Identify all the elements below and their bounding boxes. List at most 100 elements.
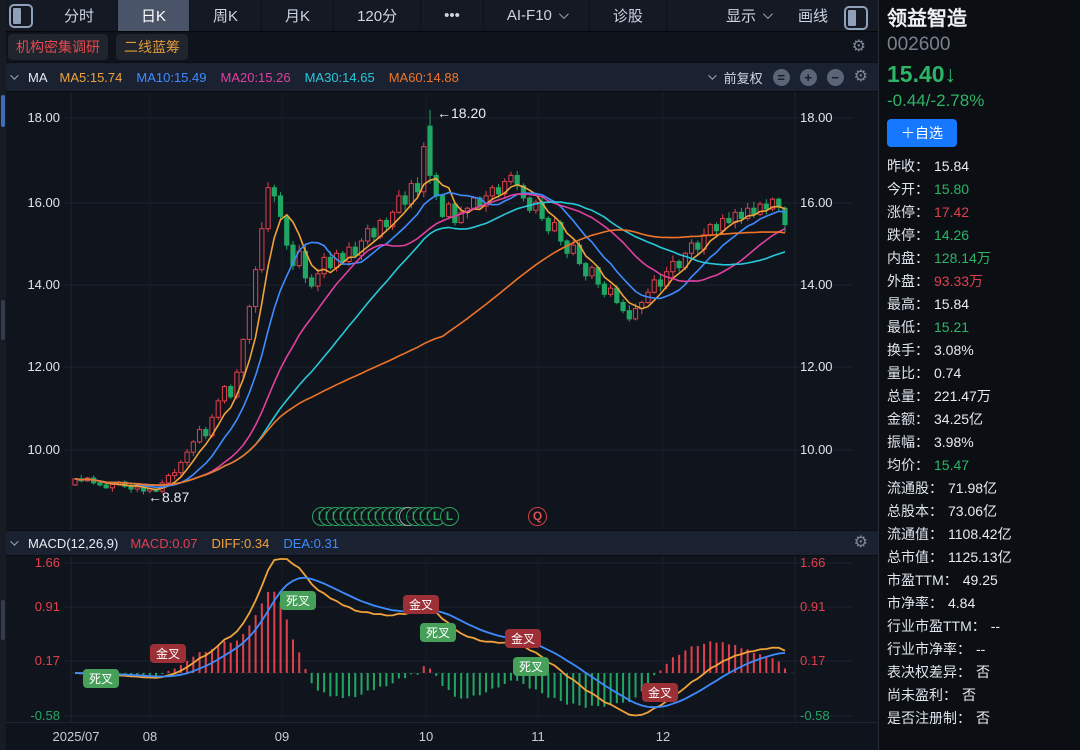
macd-cross-badge: 金叉 <box>150 644 187 663</box>
stat-row: 昨收： 15.84 <box>887 155 1080 178</box>
macd-collapse-chevron-icon[interactable] <box>10 537 19 546</box>
stock-name: 领益智造 <box>887 8 967 30</box>
stat-label: 昨收： <box>887 158 929 174</box>
chart-settings-gear-icon[interactable]: ⚙ <box>853 68 868 85</box>
stat-value: 3.08% <box>934 342 974 358</box>
stat-row: 总市值： 1125.13亿 <box>887 546 1080 569</box>
stat-label: 量比： <box>887 365 929 381</box>
toolbar-label: 显示 <box>725 8 756 25</box>
tab-120分[interactable]: 120分 <box>334 0 422 31</box>
stat-value: 15.80 <box>934 181 970 197</box>
tab-label: 周K <box>213 8 239 25</box>
tab-AI-F10[interactable]: AI-F10 <box>484 0 590 31</box>
stat-label: 行业市净率： <box>887 641 971 657</box>
event-marker[interactable]: L <box>440 507 459 526</box>
ma-bar-right-group: 前复权 = + − ⚙ <box>707 68 868 87</box>
macd-cross-badge: 死叉 <box>83 669 120 688</box>
zoom-out-icon[interactable]: − <box>826 68 844 86</box>
stat-value: 4.84 <box>948 595 976 611</box>
toolbar-right-group: 显示 画线 <box>712 0 878 31</box>
indicator-list-icon[interactable]: = <box>772 68 790 86</box>
tab-周K[interactable]: 周K <box>190 0 263 31</box>
add-watchlist-button[interactable]: ＋自选 <box>887 119 957 147</box>
stat-row: 换手： 3.08% <box>887 339 1080 362</box>
macd-cross-badge: 死叉 <box>513 657 550 676</box>
x-axis: 2025/07 08 09 10 11 12 <box>0 722 878 750</box>
stat-label: 最高： <box>887 296 929 312</box>
collapse-chevron-icon[interactable] <box>10 71 19 80</box>
ma-title: MA <box>28 69 48 85</box>
stat-value: 71.98亿 <box>948 480 998 496</box>
tab-label: 120分 <box>357 8 398 25</box>
x-axis-label: 12 <box>655 729 671 744</box>
toolbar-显示[interactable]: 显示 <box>712 5 784 26</box>
stock-code: 002600 <box>887 34 951 55</box>
settings-gear-icon[interactable]: ⚙ <box>851 38 866 55</box>
stat-row: 尚未盈利： 否 <box>887 684 1080 707</box>
tab-more[interactable]: ••• <box>421 0 484 31</box>
tab-月K[interactable]: 月K <box>262 0 335 31</box>
stat-label: 流通股： <box>887 480 943 496</box>
macd-cross-badge: 死叉 <box>280 591 317 610</box>
candlestick-plot[interactable] <box>0 92 878 530</box>
stat-label: 总量： <box>887 388 929 404</box>
tab-日K[interactable]: 日K <box>118 0 191 31</box>
macd-title: MACD(12,26,9) <box>28 535 119 551</box>
price-annotation: ←8.87 <box>148 489 190 505</box>
tab-label: AI-F10 <box>506 7 552 24</box>
toolbar-画线[interactable]: 画线 <box>784 5 842 26</box>
stat-label: 表决权差异： <box>887 664 971 680</box>
stat-row: 流通股： 71.98亿 <box>887 477 1080 500</box>
ma10-line <box>74 191 786 489</box>
stat-value: -- <box>990 618 1001 634</box>
macd-chart-panel[interactable]: 1.66 1.66 0.91 0.91 0.17 0.17 -0.58 -0.58 死叉 金叉 死叉… <box>0 556 878 722</box>
stock-tag[interactable]: 二线蓝筹 <box>116 34 188 60</box>
stat-row: 最低： 15.21 <box>887 316 1080 339</box>
chevron-down-icon <box>558 9 569 20</box>
tab-诊股[interactable]: 诊股 <box>590 0 667 31</box>
zoom-in-icon[interactable]: + <box>799 68 817 86</box>
adjust-chevron-icon[interactable] <box>707 71 717 80</box>
macd-settings-gear-icon[interactable]: ⚙ <box>853 534 868 551</box>
tab-label: 日K <box>141 8 167 25</box>
macd-cross-badge: 金叉 <box>403 595 440 614</box>
ma-value: MA60:14.88 <box>388 69 459 85</box>
stock-price: 15.40↓ <box>887 61 957 87</box>
panel-right-toggle-icon[interactable] <box>844 5 868 30</box>
stat-value: 1108.42亿 <box>948 526 1012 542</box>
stat-value: 128.14万 <box>934 250 991 266</box>
ma-values: MA5:15.74 MA10:15.49 MA20:15.26 MA30:14.65 M… <box>60 70 459 85</box>
candlestick-chart-panel[interactable]: 18.00 18.00 16.00 16.00 14.00 14.00 12.00 12.00… <box>0 92 878 530</box>
period-tabs: 分时 日K 周K 月K 120分 ••• AI-F10 诊股 <box>41 0 667 31</box>
macd-cross-badge: 金叉 <box>505 629 542 648</box>
stat-label: 振幅： <box>887 434 929 450</box>
price-annotation: ←18.20 <box>437 105 487 121</box>
scrollbar-thumb[interactable] <box>1 95 5 127</box>
stat-value: 15.21 <box>934 319 970 335</box>
stat-value: 14.26 <box>934 227 970 243</box>
event-marker[interactable]: Q <box>528 507 547 526</box>
stat-value: -- <box>976 641 986 657</box>
stat-label: 是否注册制： <box>887 710 971 726</box>
macd-values: MACD:0.07 DIFF:0.34 DEA:0.31 <box>130 536 339 551</box>
x-axis-label: 08 <box>142 729 158 744</box>
ma-value: MA20:15.26 <box>220 69 291 85</box>
chart-area: 分时 日K 周K 月K 120分 ••• AI-F10 诊股 显示 画线 机构密集调研 二线蓝筹 ⚙… <box>0 0 878 750</box>
stat-value: 73.06亿 <box>948 503 998 519</box>
macd-value: DIFF:0.34 <box>211 535 270 551</box>
stock-tag[interactable]: 机构密集调研 <box>8 34 108 60</box>
left-scrollbar[interactable] <box>0 0 6 750</box>
tab-label: 分时 <box>64 8 95 25</box>
stat-row: 量比： 0.74 <box>887 362 1080 385</box>
adjust-mode-label[interactable]: 前复权 <box>723 70 763 86</box>
stat-value: 93.33万 <box>934 273 984 289</box>
x-axis-label: 09 <box>274 729 290 744</box>
panel-left-toggle-icon[interactable] <box>9 4 33 28</box>
stat-value: 49.25 <box>962 572 998 588</box>
tab-分时[interactable]: 分时 <box>41 0 119 31</box>
stat-row: 总量： 221.47万 <box>887 385 1080 408</box>
stat-value: 221.47万 <box>934 388 991 404</box>
stat-row: 市盈TTM： 49.25 <box>887 569 1080 592</box>
stat-value: 15.47 <box>934 457 970 473</box>
